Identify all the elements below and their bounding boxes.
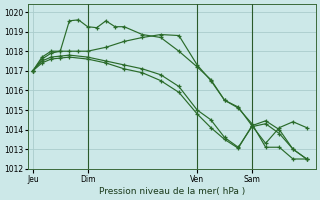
X-axis label: Pression niveau de la mer( hPa ): Pression niveau de la mer( hPa ): [99, 187, 245, 196]
